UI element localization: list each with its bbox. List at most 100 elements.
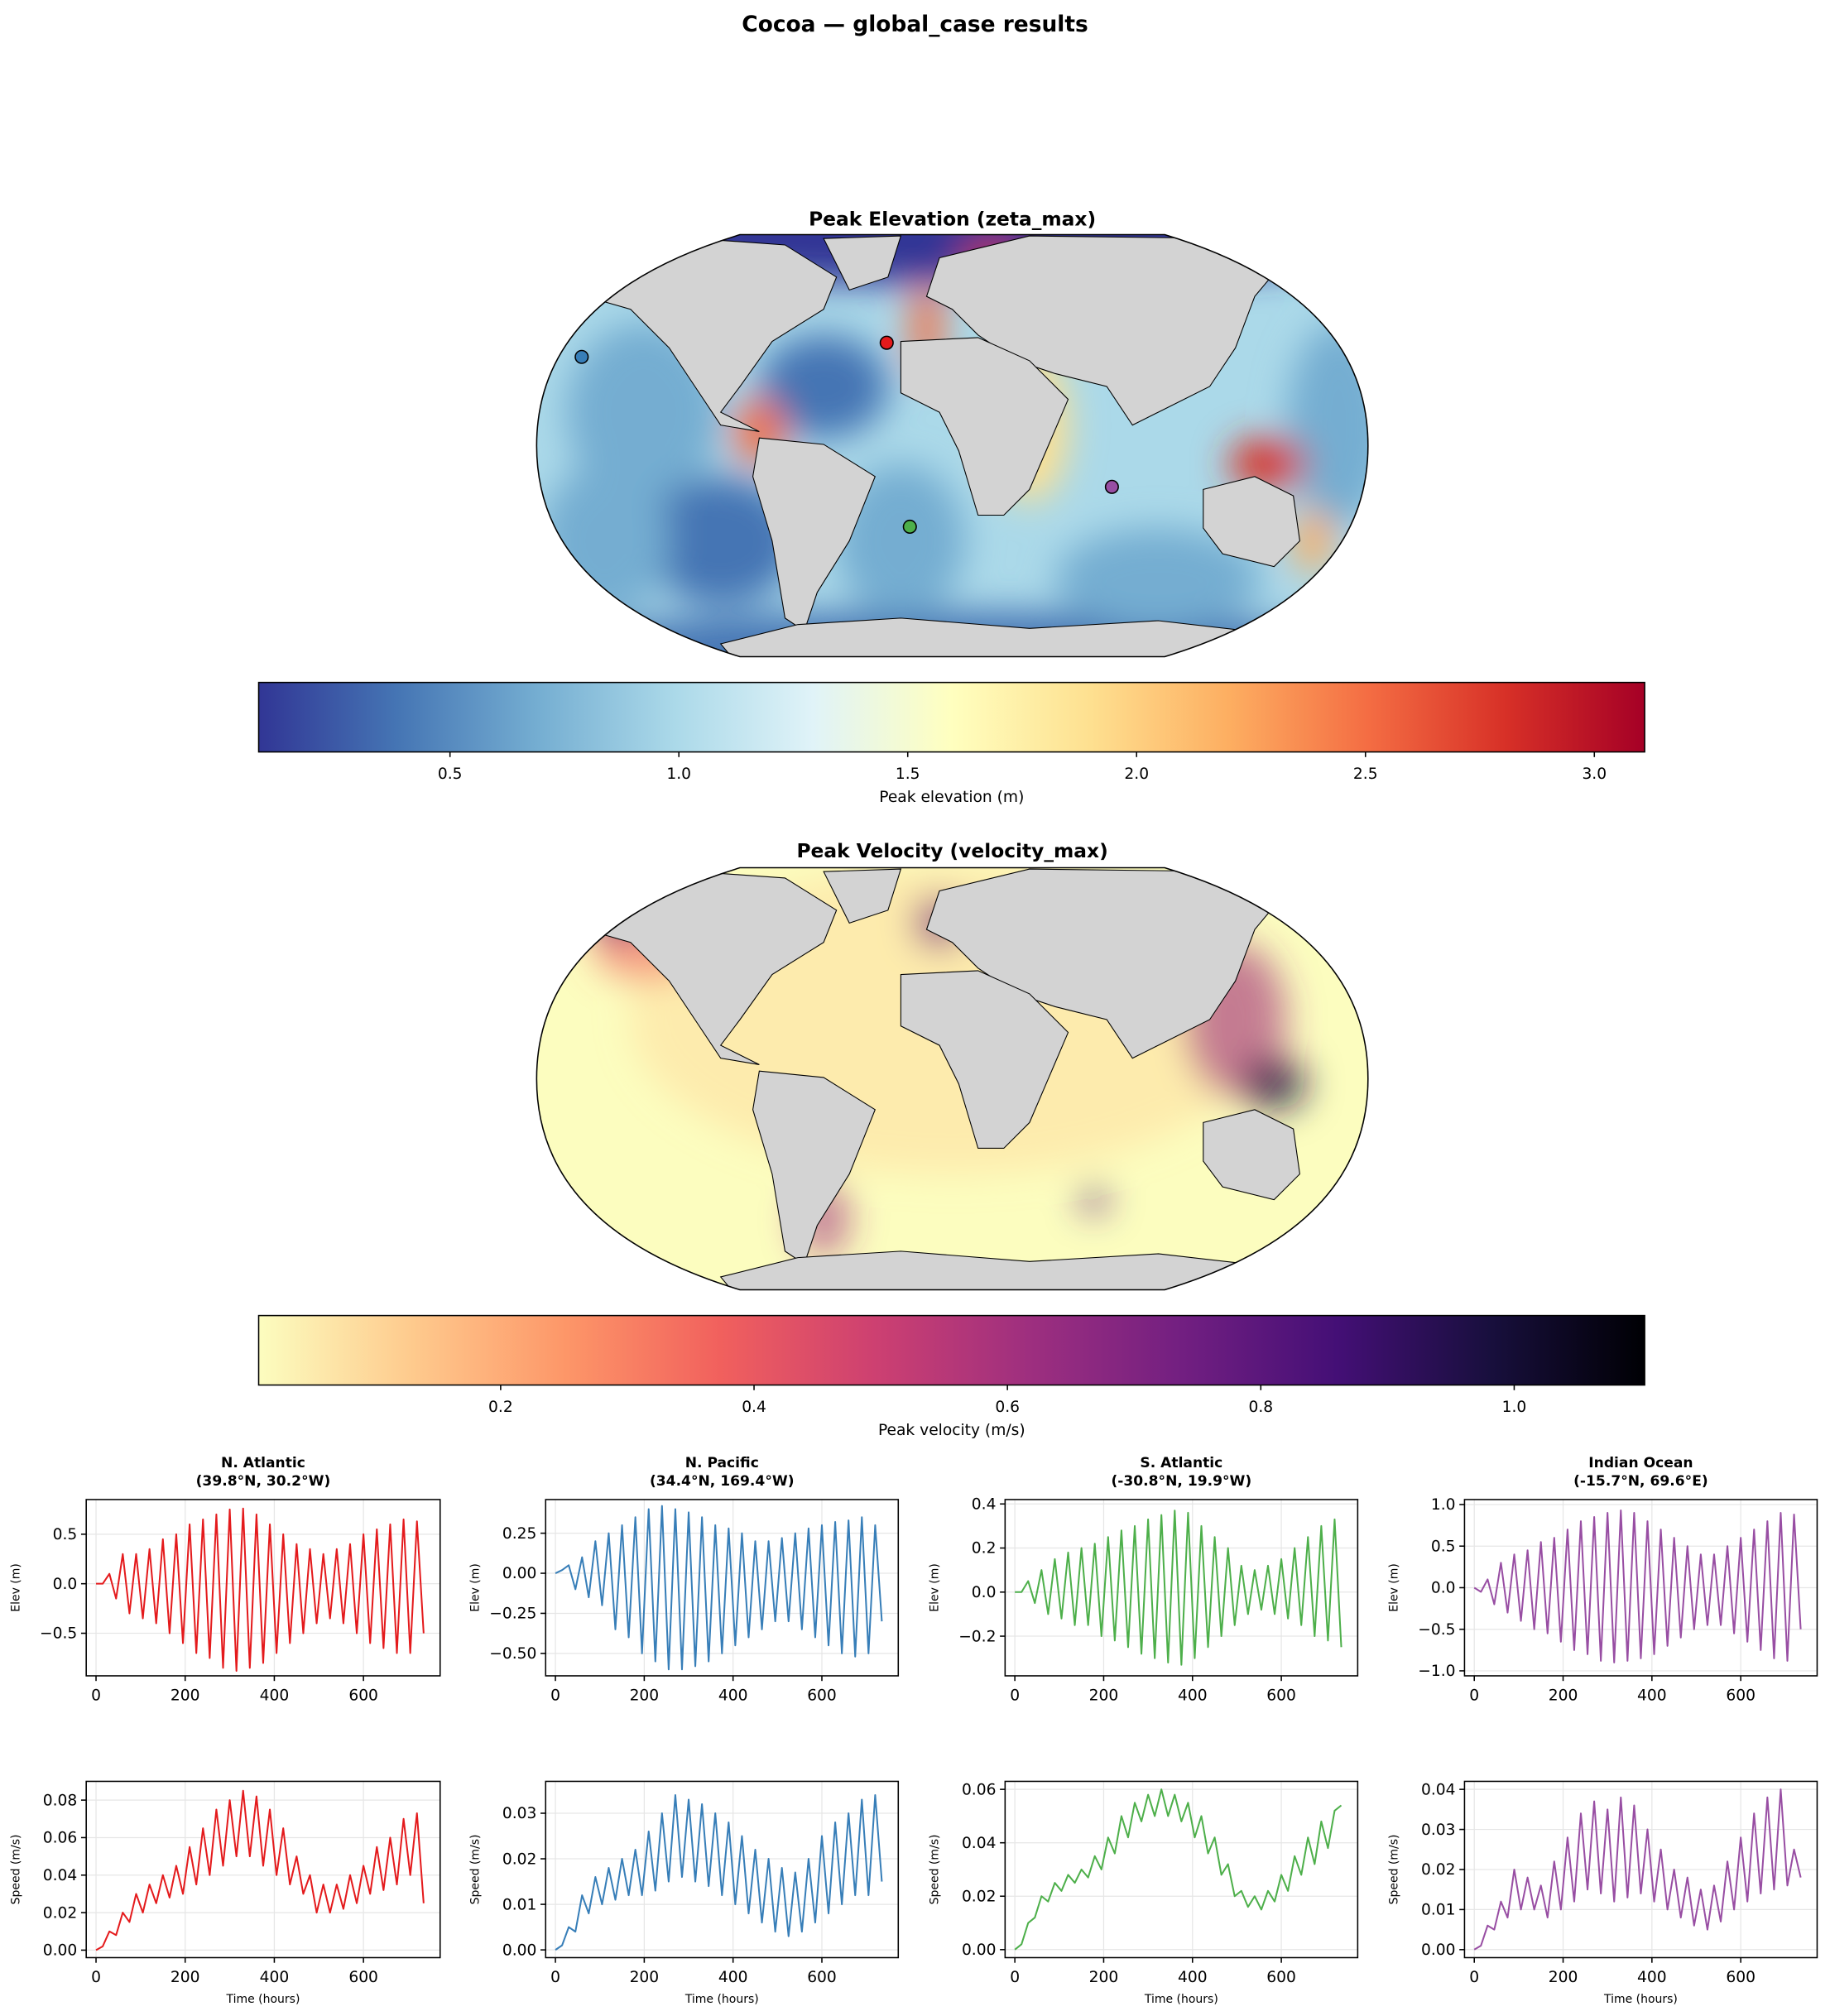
x-axis-label: Time (hours) [1144, 1993, 1218, 2006]
x-tick-label: 400 [1178, 1687, 1208, 1705]
field-patch [1293, 508, 1333, 574]
x-tick-label: 600 [348, 1969, 378, 1986]
x-tick-label: 400 [718, 1687, 748, 1705]
x-tick-label: 200 [171, 1687, 200, 1705]
x-tick-label: 200 [1549, 1969, 1578, 1986]
x-tick-label: 600 [348, 1687, 378, 1705]
y-tick-label: 0.25 [502, 1525, 537, 1543]
axes-frame [85, 1780, 441, 1959]
colorbar [257, 1314, 1645, 1386]
colorbar-tick-label: 1.0 [666, 766, 691, 783]
colorbar-tick-label: 3.0 [1582, 766, 1607, 783]
field-patch [759, 334, 888, 439]
series-line [555, 1505, 883, 1671]
x-tick-label: 0 [1010, 1687, 1020, 1705]
y-axis-label: Speed (m/s) [928, 1835, 941, 1905]
station-marker [574, 349, 589, 364]
panel-title: Indian Ocean [1588, 1455, 1693, 1471]
series-line [1015, 1510, 1342, 1666]
y-tick-label: 0.4 [972, 1495, 997, 1513]
x-tick-label: 400 [1637, 1969, 1667, 1986]
field-patch [1081, 1187, 1107, 1213]
y-axis-label: Speed (m/s) [9, 1835, 22, 1905]
axes-frame [1463, 1499, 1818, 1677]
x-tick-label: 600 [1266, 1687, 1296, 1705]
y-tick-label: 0.06 [43, 1830, 78, 1847]
panel-subtitle: (-30.8°N, 19.9°W) [1111, 1473, 1251, 1490]
field-patch [540, 463, 670, 618]
y-tick-label: 0.03 [1421, 1822, 1456, 1839]
x-axis-label: Time (hours) [226, 1993, 300, 2006]
colorbar-tick-label: 0.8 [1248, 1399, 1273, 1416]
y-tick-label: 0.00 [962, 1942, 997, 1959]
x-tick-label: 0 [91, 1687, 101, 1705]
figure-title: Cocoa — global_case results [742, 12, 1088, 37]
y-tick-label: −0.50 [489, 1645, 536, 1663]
y-tick-label: 0.02 [43, 1904, 78, 1922]
axes-frame [85, 1499, 441, 1677]
y-tick-label: 0.0 [53, 1576, 78, 1593]
y-tick-label: 0.00 [502, 1942, 537, 1959]
series-line [1014, 1788, 1342, 1951]
colorbar-label: Peak velocity (m/s) [878, 1422, 1025, 1439]
map-title: Peak Velocity (velocity_max) [796, 840, 1107, 862]
field-patch [1242, 1058, 1307, 1110]
y-tick-label: −0.2 [958, 1628, 996, 1645]
field-patch [1228, 438, 1307, 490]
field-patch [1054, 528, 1261, 631]
axes-frame [1463, 1780, 1818, 1959]
colorbar-tick-label: 0.6 [995, 1399, 1020, 1416]
colorbar-tick-label: 1.0 [1502, 1399, 1527, 1416]
x-tick-label: 0 [1469, 1969, 1479, 1986]
panel-title: S. Atlantic [1140, 1455, 1222, 1471]
y-tick-label: 0.0 [1431, 1580, 1456, 1597]
colorbar [257, 681, 1645, 753]
y-axis-label: Speed (m/s) [1388, 1835, 1401, 1905]
y-tick-label: 0.02 [502, 1850, 537, 1868]
x-axis-label: Time (hours) [684, 1993, 759, 2006]
y-tick-label: 0.02 [962, 1888, 997, 1905]
y-tick-label: 0.0 [972, 1584, 997, 1601]
series-line [1473, 1788, 1802, 1951]
series-line [555, 1793, 883, 1951]
map-title: Peak Elevation (zeta_max) [809, 209, 1096, 231]
map [536, 866, 1369, 1291]
x-tick-label: 600 [1266, 1969, 1296, 1986]
station-marker [902, 519, 917, 535]
y-tick-label: −0.5 [1418, 1621, 1455, 1639]
y-tick-label: 0.00 [502, 1565, 537, 1582]
axes-frame [545, 1499, 900, 1677]
x-tick-label: 600 [1726, 1687, 1756, 1705]
map-outline [536, 233, 1369, 658]
field-patch [1286, 322, 1368, 529]
series-line [1473, 1510, 1802, 1663]
x-tick-label: 0 [1469, 1687, 1479, 1705]
y-tick-label: 0.01 [1421, 1902, 1456, 1919]
x-tick-label: 400 [1178, 1969, 1208, 1986]
y-tick-label: 0.5 [1431, 1538, 1456, 1555]
map [536, 233, 1369, 658]
field-patch [836, 463, 966, 618]
y-tick-label: −0.5 [40, 1625, 77, 1643]
x-axis-label: Time (hours) [1603, 1993, 1678, 2006]
x-tick-label: 200 [1089, 1687, 1119, 1705]
y-tick-label: 0.00 [43, 1942, 78, 1960]
x-tick-label: 0 [91, 1969, 101, 1986]
axes-frame [545, 1780, 900, 1959]
colorbar-tick-label: 0.5 [438, 766, 463, 783]
x-tick-label: 0 [550, 1969, 560, 1986]
y-tick-label: −0.25 [489, 1606, 536, 1623]
panel-subtitle: (-15.7°N, 69.6°E) [1573, 1473, 1708, 1490]
series-line [96, 1507, 425, 1672]
y-tick-label: 0.04 [1421, 1781, 1456, 1798]
y-tick-label: 0.02 [1421, 1861, 1456, 1879]
x-tick-label: 200 [1549, 1687, 1578, 1705]
y-axis-label: Elev (m) [1388, 1563, 1401, 1612]
y-axis-label: Elev (m) [468, 1563, 482, 1612]
colorbar-tick-label: 2.5 [1353, 766, 1378, 783]
panel-subtitle: (34.4°N, 169.4°W) [650, 1473, 795, 1490]
x-tick-label: 400 [260, 1969, 290, 1986]
y-tick-label: 0.06 [962, 1781, 997, 1798]
field-patch [643, 476, 799, 606]
y-tick-label: 0.08 [43, 1792, 78, 1809]
